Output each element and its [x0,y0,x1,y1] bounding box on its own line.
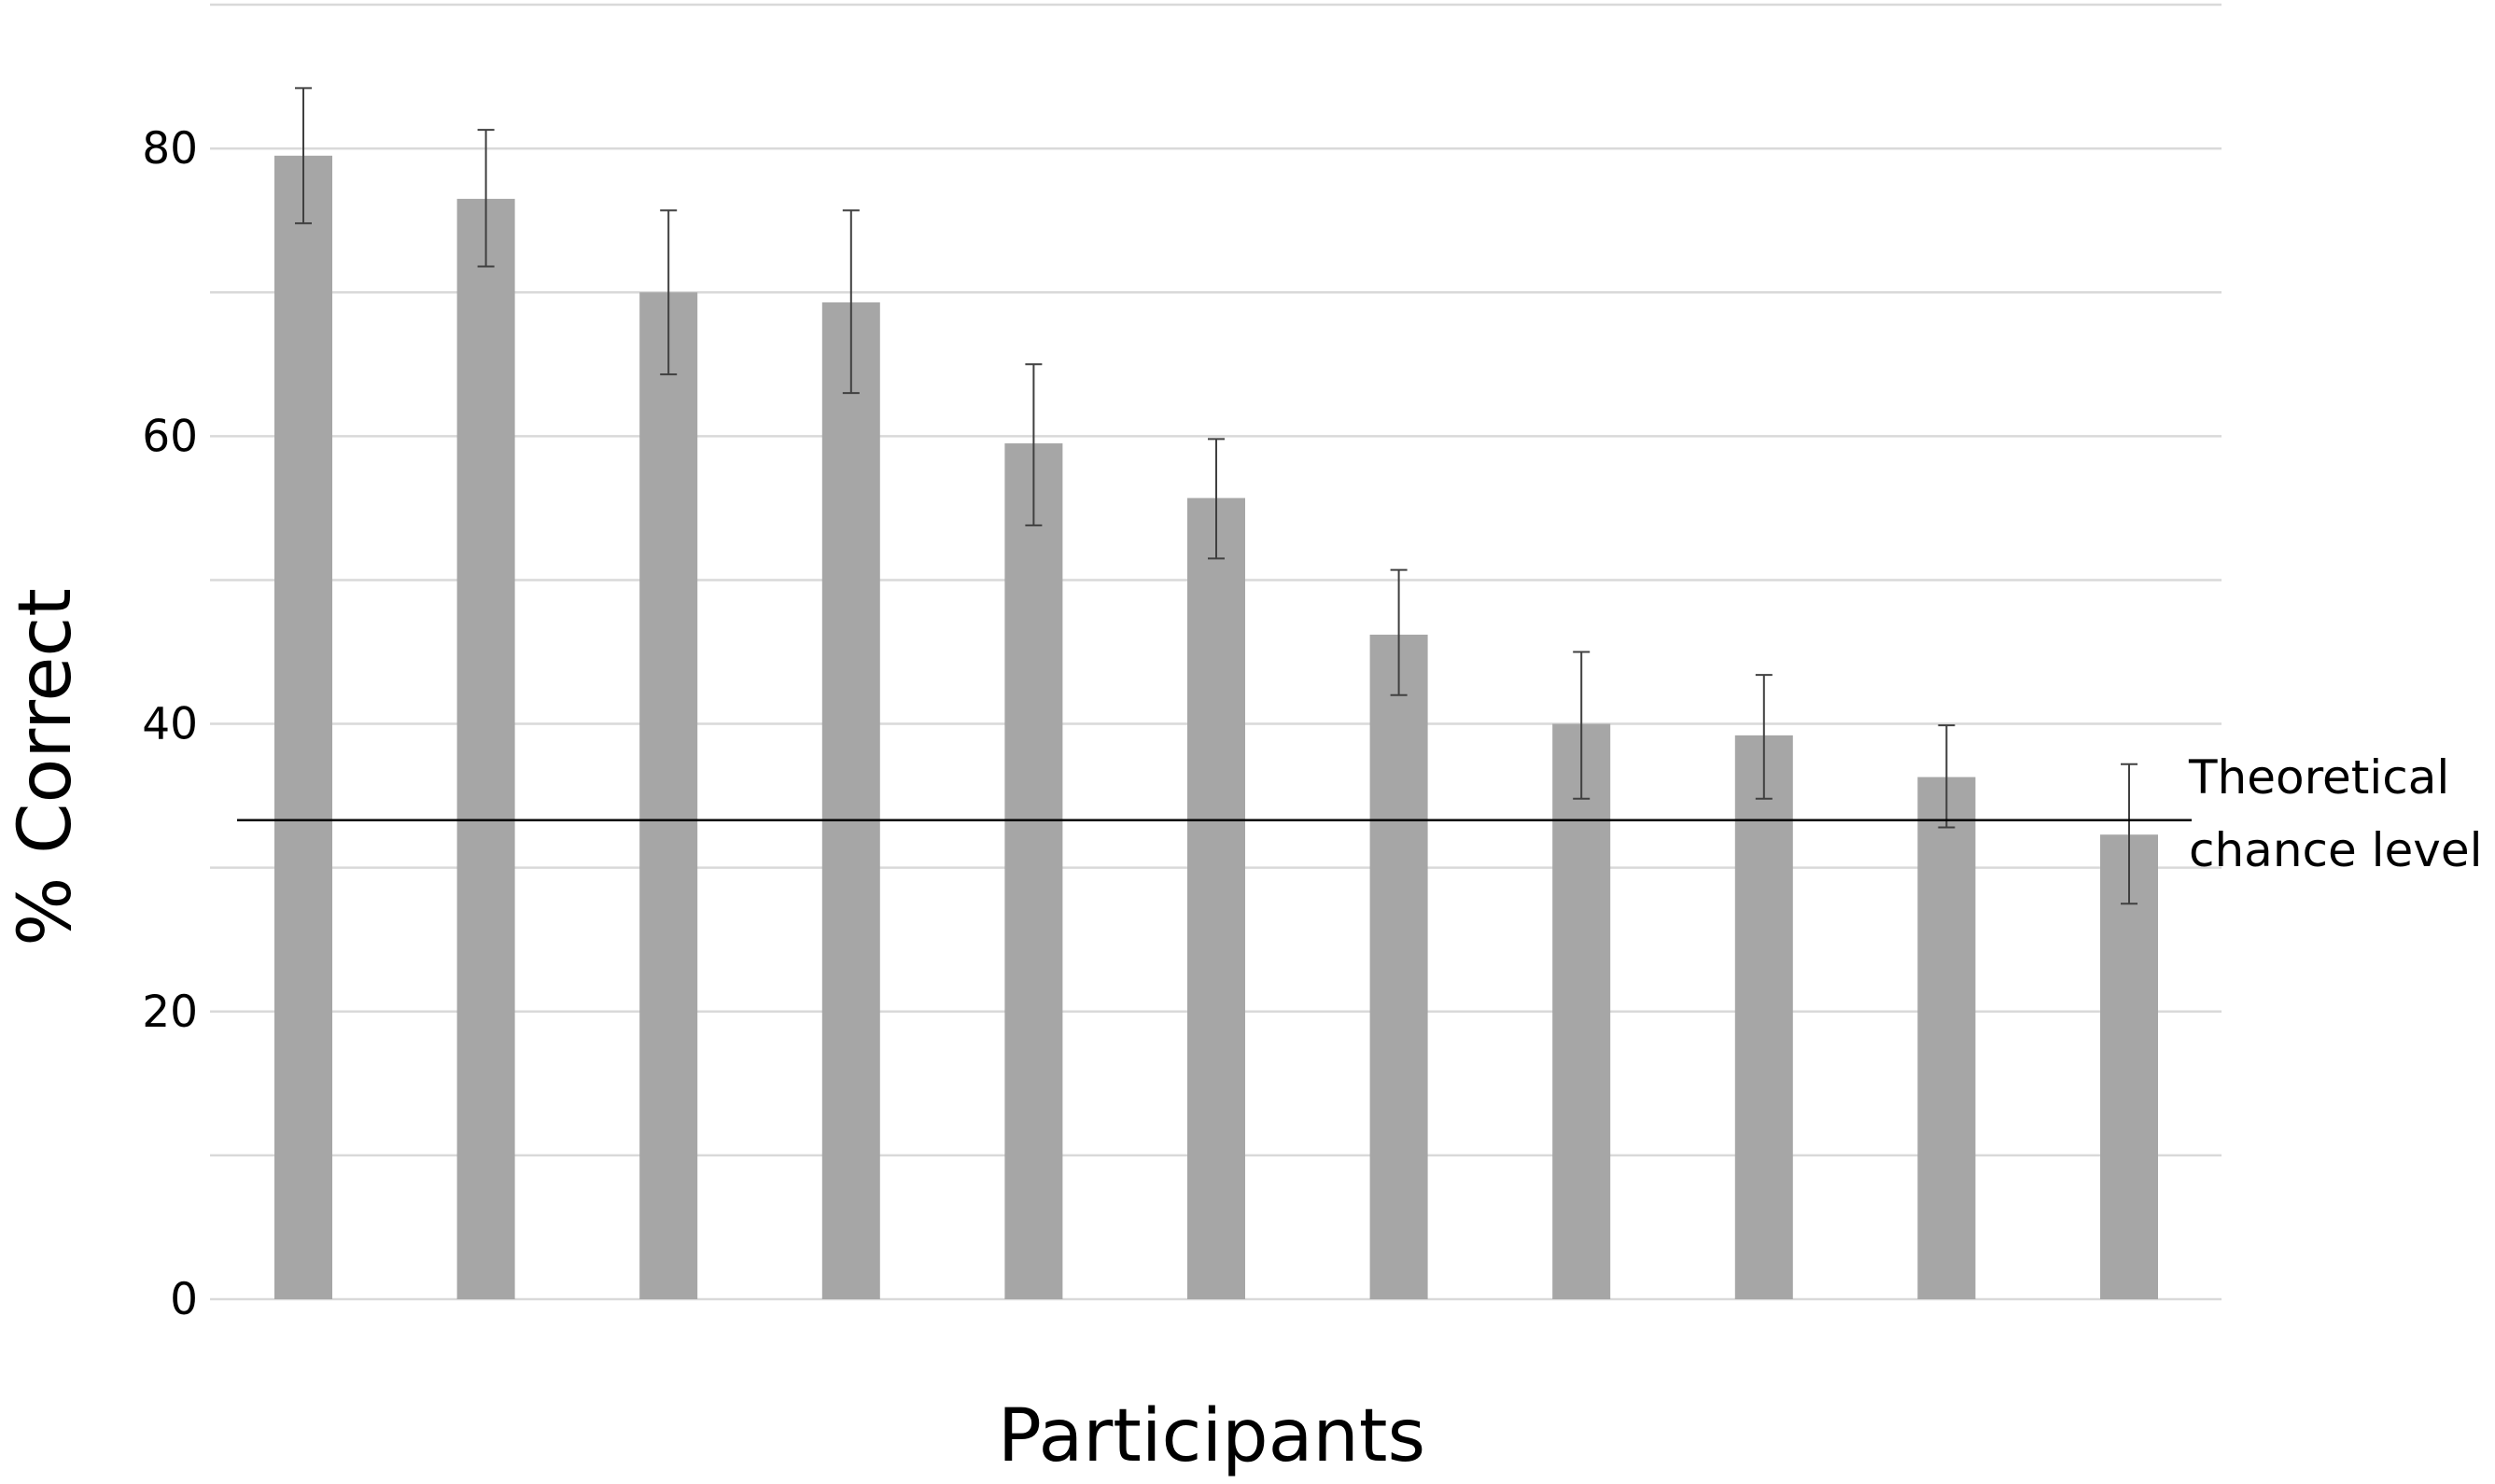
bar-2 [456,199,515,1299]
error-bar-9 [1755,674,1773,800]
y-tick-label: 60 [142,411,198,462]
error-bar-8 [1573,651,1591,800]
bar-9 [1734,735,1793,1299]
error-bar-4 [842,209,860,395]
error-bar-6 [1208,438,1225,560]
error-bar-5 [1025,363,1043,526]
error-bar-7 [1390,568,1408,696]
chance-level-label-line1: Theoretical [2188,750,2449,805]
bar-10 [1917,777,1976,1299]
bar-4 [821,302,880,1299]
bar-3 [639,292,698,1300]
y-axis-title: % Correct [4,588,88,946]
bars [274,155,2158,1300]
error-bar-10 [1938,724,1955,829]
bar-1 [274,155,332,1300]
y-tick-label: 40 [142,699,198,750]
bar-7 [1369,635,1428,1299]
bar-5 [1004,443,1063,1299]
y-tick-label: 20 [142,987,198,1038]
bar-11 [2100,834,2158,1299]
y-tick-label: 80 [142,123,198,175]
y-tick-label: 0 [170,1274,198,1325]
bar-8 [1552,723,1611,1299]
chance-level-label-line2: chance level [2189,823,2483,877]
error-bar-1 [295,87,312,225]
error-bar-11 [2121,763,2138,905]
y-axis-ticks: 0 20 40 60 80 [142,123,198,1325]
error-bar-3 [660,209,678,376]
bar-6 [1187,497,1245,1299]
x-axis-title: Participants [998,1394,1425,1478]
error-bars [295,87,2138,905]
error-bar-2 [477,129,495,268]
